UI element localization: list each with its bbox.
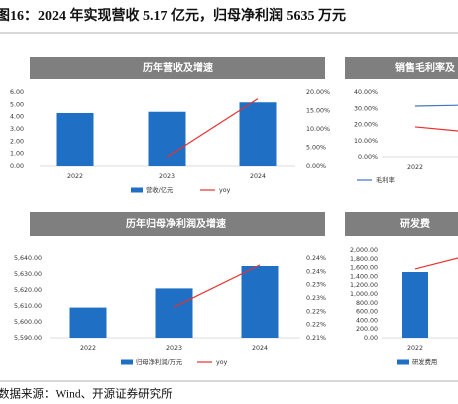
y2-tick-label: 0.24%	[306, 268, 326, 275]
line	[173, 264, 261, 308]
chart-title: 销售毛利率及	[395, 61, 456, 74]
y2-tick-label: 10.00%	[306, 126, 330, 133]
x-tick-label: 2023	[159, 173, 175, 180]
legend-label: 营收/亿元	[146, 185, 174, 194]
y2-tick-label: 0.00%	[306, 163, 326, 170]
chart-title: 历年归母净利润及增速	[126, 217, 226, 230]
y2-tick-label: 15.00%	[306, 108, 330, 115]
legend-swatch	[397, 359, 409, 365]
y-tick-label: 1,400.00	[350, 273, 378, 280]
line	[414, 126, 458, 132]
y-tick-label: 5,640.00	[14, 255, 42, 262]
y-tick-label: 5,630.00	[14, 271, 42, 278]
bar	[239, 102, 277, 166]
y-tick-label: 4.00	[10, 114, 24, 121]
y-tick-label: 1,200.00	[350, 282, 378, 289]
bar	[241, 266, 279, 338]
bar	[155, 288, 193, 338]
line	[166, 98, 259, 158]
y-tick-label: 5,600.00	[14, 319, 42, 326]
legend-label: 归母净利润/万元	[136, 357, 183, 366]
chart-header	[345, 57, 458, 79]
y-tick-label: 2.00	[10, 138, 24, 145]
y-tick-label: 800.00	[356, 300, 378, 307]
y-tick-label: 1,000.00	[350, 291, 378, 298]
legend-label: 研发费用	[412, 357, 437, 366]
x-tick-label: 2022	[407, 345, 423, 352]
y-tick-label: 5.00	[10, 101, 24, 108]
legend-label: yoy	[219, 187, 231, 194]
chart-header	[30, 57, 325, 79]
x-tick-label: 2022	[80, 345, 96, 352]
y-tick-label: 2,000.00	[350, 247, 378, 254]
y-tick-label: 5,610.00	[14, 303, 42, 310]
chart-title: 历年营收及增速	[143, 61, 213, 74]
bar	[402, 272, 428, 338]
x-tick-label: 2023	[166, 345, 182, 352]
y-tick-label: 40.00%	[354, 89, 378, 96]
bar	[148, 111, 186, 166]
y2-tick-label: 0.24%	[306, 255, 326, 262]
y-tick-label: 20.00%	[354, 122, 378, 129]
y2-tick-label: 0.23%	[306, 295, 326, 302]
bar	[69, 307, 107, 338]
legend-swatch	[131, 187, 143, 193]
y-tick-label: 600.00	[356, 309, 378, 316]
y-tick-label: 400.00	[356, 317, 378, 324]
y2-tick-label: 5.00%	[306, 145, 326, 152]
y-tick-label: 0.00	[364, 335, 378, 342]
line	[414, 257, 458, 270]
y2-tick-label: 0.22%	[306, 322, 326, 329]
chart-header	[30, 212, 325, 236]
x-tick-label: 2022	[407, 164, 423, 171]
x-tick-label: 2024	[252, 345, 268, 352]
y-tick-label: 200.00	[356, 326, 378, 333]
y-tick-label: 1,800.00	[350, 256, 378, 263]
y-tick-label: 5,620.00	[14, 287, 42, 294]
y-tick-label: 0.00	[10, 163, 24, 170]
y2-tick-label: 20.00%	[306, 89, 330, 96]
line	[414, 104, 458, 107]
y-tick-label: 1,600.00	[350, 265, 378, 272]
chart-header	[345, 212, 458, 236]
x-tick-label: 2022	[67, 173, 83, 180]
y-tick-label: 6.00	[10, 89, 24, 96]
source: 数据来源：Wind、开源证券研究所	[0, 387, 173, 401]
y-tick-label: 3.00	[10, 126, 24, 133]
legend-swatch	[121, 359, 133, 365]
chart-title: 研发费	[400, 217, 430, 230]
y2-tick-label: 0.22%	[306, 308, 326, 315]
figure-title: 图16：2024 年实现营收 5.17 亿元，归母净利润 5635 万元	[0, 7, 346, 24]
legend-label: 毛利率	[376, 175, 395, 184]
x-tick-label: 2024	[250, 173, 266, 180]
y-tick-label: 5,590.00	[14, 335, 42, 342]
bar	[56, 112, 94, 166]
y-tick-label: 1.00	[10, 151, 24, 158]
y2-tick-label: 0.23%	[306, 282, 326, 289]
y-tick-label: 0.00%	[358, 154, 378, 161]
legend-label: yoy	[216, 359, 228, 366]
y-tick-label: 10.00%	[354, 138, 378, 145]
y-tick-label: 30.00%	[354, 105, 378, 112]
y2-tick-label: 0.21%	[306, 335, 326, 342]
